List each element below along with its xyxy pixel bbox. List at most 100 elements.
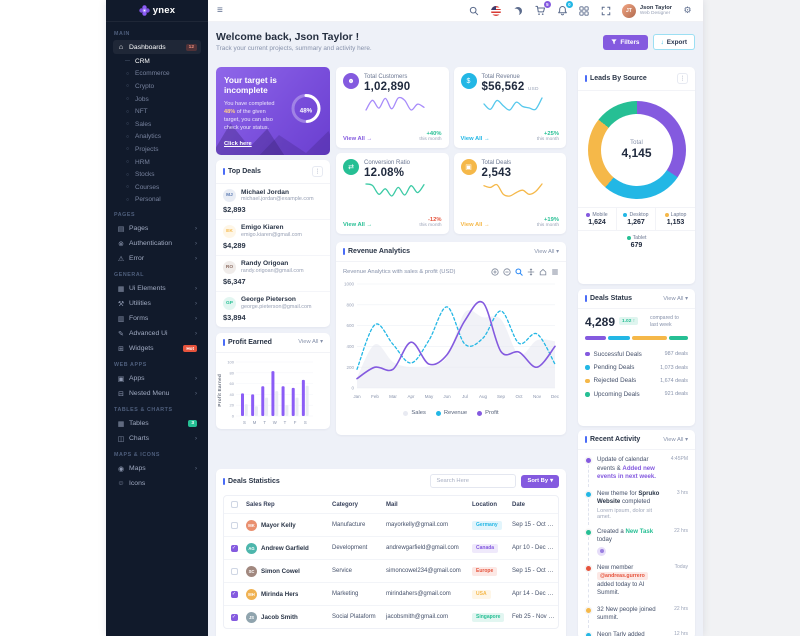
sidebar-item-error[interactable]: ⚠ Error › (117, 255, 197, 263)
apps-grid-icon[interactable] (578, 4, 591, 17)
table-search-input[interactable] (430, 474, 517, 488)
stat-change: +25% (544, 131, 559, 137)
view-all-dropdown[interactable]: View All ▾ (534, 248, 559, 255)
page-subtitle: Track your current projects, summary and… (216, 45, 372, 52)
sidebar-item-ecommerce[interactable]: ○ Ecommerce (125, 70, 170, 78)
view-all-link[interactable]: View All → (343, 136, 373, 142)
chevron-right-icon: › (195, 375, 197, 382)
sidebar-item-analytics[interactable]: ○ Analytics (125, 133, 162, 141)
more-menu-icon[interactable]: ⋮ (677, 73, 688, 84)
sidebar-item-utilities[interactable]: ⚒ Utilities › (117, 300, 197, 308)
sidebar-nav: MAIN ⌂ Dashboards 12 — CRM ○ Ecommerce ○ Cr… (106, 22, 208, 493)
more-menu-icon[interactable]: ⋮ (312, 166, 323, 177)
legend-profit: Profit (477, 410, 499, 416)
app-logo[interactable]: ynex (106, 0, 208, 22)
deal-amount: $3,894 (223, 313, 246, 323)
row-checkbox[interactable]: ✓ (230, 544, 238, 552)
sidebar-item-jobs[interactable]: ○ Jobs (125, 95, 149, 103)
sort-by-button[interactable]: Sort By ▾ (521, 474, 559, 488)
mention-badge[interactable]: @andreas.gurrero (597, 572, 648, 581)
deal-item[interactable]: GP George Pieterson george.pieterson@gmai… (216, 292, 330, 327)
sidebar-item-stocks[interactable]: ○ Stocks (125, 171, 155, 179)
sidebar-item-personal[interactable]: ○ Personal (125, 196, 161, 204)
user-profile[interactable]: JT Json Taylor Web Designer (621, 3, 672, 18)
view-all-dropdown[interactable]: View All ▾ (298, 339, 323, 346)
chart-icon: ◫ (117, 435, 125, 443)
chart-menu-icon[interactable] (550, 267, 559, 276)
status-bar-segment (631, 336, 667, 340)
sidebar-item-sales[interactable]: ○ Sales (125, 120, 152, 128)
sidebar-item-ui-elements[interactable]: ▦ Ui Elements › (117, 285, 197, 293)
sidebar-item-crypto[interactable]: ○ Crypto (125, 82, 155, 90)
activity-link[interactable]: Added new events in next week. (597, 464, 656, 481)
sidebar-item-nested-menu[interactable]: ⊟ Nested Menu › (118, 390, 197, 398)
view-all-dropdown[interactable]: View All ▾ (663, 436, 688, 443)
deals-status-title: Deals Status (585, 295, 632, 302)
sidebar-item-apps[interactable]: ▣ Apps › (117, 375, 197, 383)
filters-button[interactable]: Filters (603, 34, 648, 50)
sidebar-item-forms[interactable]: ▥ Forms › (117, 315, 197, 323)
zoom-out-icon[interactable] (502, 267, 511, 276)
target-progress-ring: 48% (289, 92, 323, 131)
row-checkbox[interactable] (230, 567, 238, 575)
nav-section-tables: TABLES & CHARTS (114, 407, 173, 414)
sidebar-item-icons[interactable]: ☺ Icons (117, 479, 146, 487)
select-all-checkbox[interactable] (230, 501, 238, 508)
view-all-dropdown[interactable]: View All ▾ (663, 295, 688, 302)
sidebar-item-advanced-ui[interactable]: ✎ Advanced Ui › (118, 330, 197, 338)
deal-item[interactable]: EK Emigo Kiaren emigo.kiaren@gmail.com $4… (216, 220, 330, 256)
activity-link[interactable]: New Task (625, 527, 654, 535)
table-row[interactable]: ✓ JS Jacob Smith Social Plataform jacobsm… (230, 611, 558, 623)
target-title: Your target is incomplete (224, 75, 277, 96)
stat-value: 1,02,890 (364, 81, 411, 93)
status-bar-segment (607, 336, 630, 340)
sidebar-item-maps[interactable]: ◉ Maps › (117, 465, 197, 473)
svg-text:T: T (263, 420, 266, 425)
hamburger-menu-icon[interactable]: ≡ (217, 5, 223, 16)
table-row[interactable]: MK Mayor Kelly Manufacture mayorkelly@gma… (224, 514, 558, 537)
view-all-link[interactable]: View All → (460, 136, 490, 142)
fullscreen-icon[interactable] (600, 4, 613, 17)
sidebar-item-crm[interactable]: — CRM (125, 57, 150, 65)
notifications-bell-icon[interactable]: 0 (556, 1, 573, 17)
cart-badge: 5 (543, 1, 551, 8)
sidebar-item-dashboards[interactable]: ⌂ Dashboards 12 (113, 40, 201, 54)
table-row[interactable]: ✓ AG Andrew Garfield Development andrewga… (224, 537, 558, 560)
sidebar-item-nft[interactable]: ○ NFT (125, 108, 148, 116)
sidebar-item-widgets[interactable]: ⊞ Widgets Hot (113, 341, 201, 356)
table-row[interactable]: SC Simon Cowel Service simoncowel234@gmai… (224, 560, 558, 583)
deals-table: Sales Rep Category Mail Location Date MK… (223, 495, 559, 629)
chevron-right-icon: › (195, 285, 197, 292)
form-icon: ▥ (117, 315, 125, 323)
stat-value: 2,543 (481, 167, 512, 179)
settings-gear-icon[interactable]: ⚙ (683, 5, 692, 15)
row-checkbox[interactable]: ✓ (230, 613, 238, 621)
click-here-link[interactable]: Click here (224, 141, 252, 148)
sidebar-item-tables[interactable]: ▦ Tables 3 (113, 416, 201, 431)
svg-text:80: 80 (230, 370, 235, 375)
search-icon[interactable] (468, 4, 481, 17)
deal-item[interactable]: RO Randy Origoan randy.origoan@gmail.com … (216, 256, 330, 292)
row-checkbox[interactable]: ✓ (230, 590, 238, 598)
dark-mode-icon[interactable] (512, 4, 525, 17)
view-all-link[interactable]: View All → (460, 222, 490, 228)
sidebar-item-charts[interactable]: ◫ Charts › (117, 435, 197, 443)
pan-icon[interactable] (526, 267, 535, 276)
sidebar-item-authentication[interactable]: ⊗ Authentication › (118, 240, 197, 248)
deal-item[interactable]: MJ Michael Jordan michael.jordan@example.… (216, 184, 330, 220)
row-checkbox[interactable] (230, 521, 238, 529)
home-reset-icon[interactable] (538, 267, 547, 276)
sidebar-item-hrm[interactable]: ○ HRM (125, 158, 150, 166)
view-all-link[interactable]: View All → (343, 222, 373, 228)
zoom-in-icon[interactable] (490, 267, 499, 276)
export-button[interactable]: ↓ Export (652, 34, 695, 50)
language-flag-icon[interactable] (490, 4, 503, 17)
selection-zoom-icon[interactable] (514, 267, 523, 276)
table-header-row: Sales Rep Category Mail Location Date (224, 496, 558, 514)
logo-text: ynex (152, 5, 176, 16)
sidebar-item-projects[interactable]: ○ Projects (125, 145, 159, 153)
table-row[interactable]: ✓ MH Mirinda Hers Marketing mirindahers@g… (224, 583, 558, 606)
sidebar-item-pages[interactable]: ▤ Pages › (117, 225, 197, 233)
cart-icon[interactable]: 5 (534, 1, 551, 17)
sidebar-item-courses[interactable]: ○ Courses (125, 183, 160, 191)
